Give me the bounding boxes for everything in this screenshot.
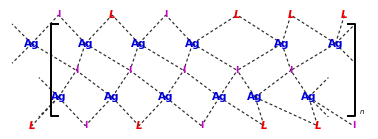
Text: Ag: Ag [104,92,120,102]
Text: I: I [129,66,132,75]
Text: n: n [359,109,364,115]
Text: L: L [28,121,35,131]
Text: I: I [200,121,203,130]
Text: Ag: Ag [51,92,66,102]
Text: L: L [314,121,321,131]
Text: Ag: Ag [301,92,316,102]
Text: L: L [136,121,142,131]
Text: L: L [261,121,267,131]
Text: I: I [164,10,167,19]
Text: L: L [288,10,294,20]
Text: I: I [75,66,78,75]
Text: Ag: Ag [247,92,263,102]
Text: Ag: Ag [185,39,200,49]
Text: Ag: Ag [131,39,147,49]
Text: I: I [84,121,87,130]
Text: L: L [341,10,348,20]
Text: I: I [182,66,185,75]
Text: I: I [235,66,239,75]
Text: L: L [234,10,240,20]
Text: Ag: Ag [328,39,343,49]
Text: Ag: Ag [24,39,39,49]
Text: I: I [57,10,60,19]
Text: Ag: Ag [212,92,227,102]
Text: I: I [352,121,355,130]
Text: I: I [289,66,293,75]
Text: Ag: Ag [274,39,290,49]
Text: L: L [109,10,115,20]
Text: Ag: Ag [158,92,174,102]
Text: Ag: Ag [77,39,93,49]
